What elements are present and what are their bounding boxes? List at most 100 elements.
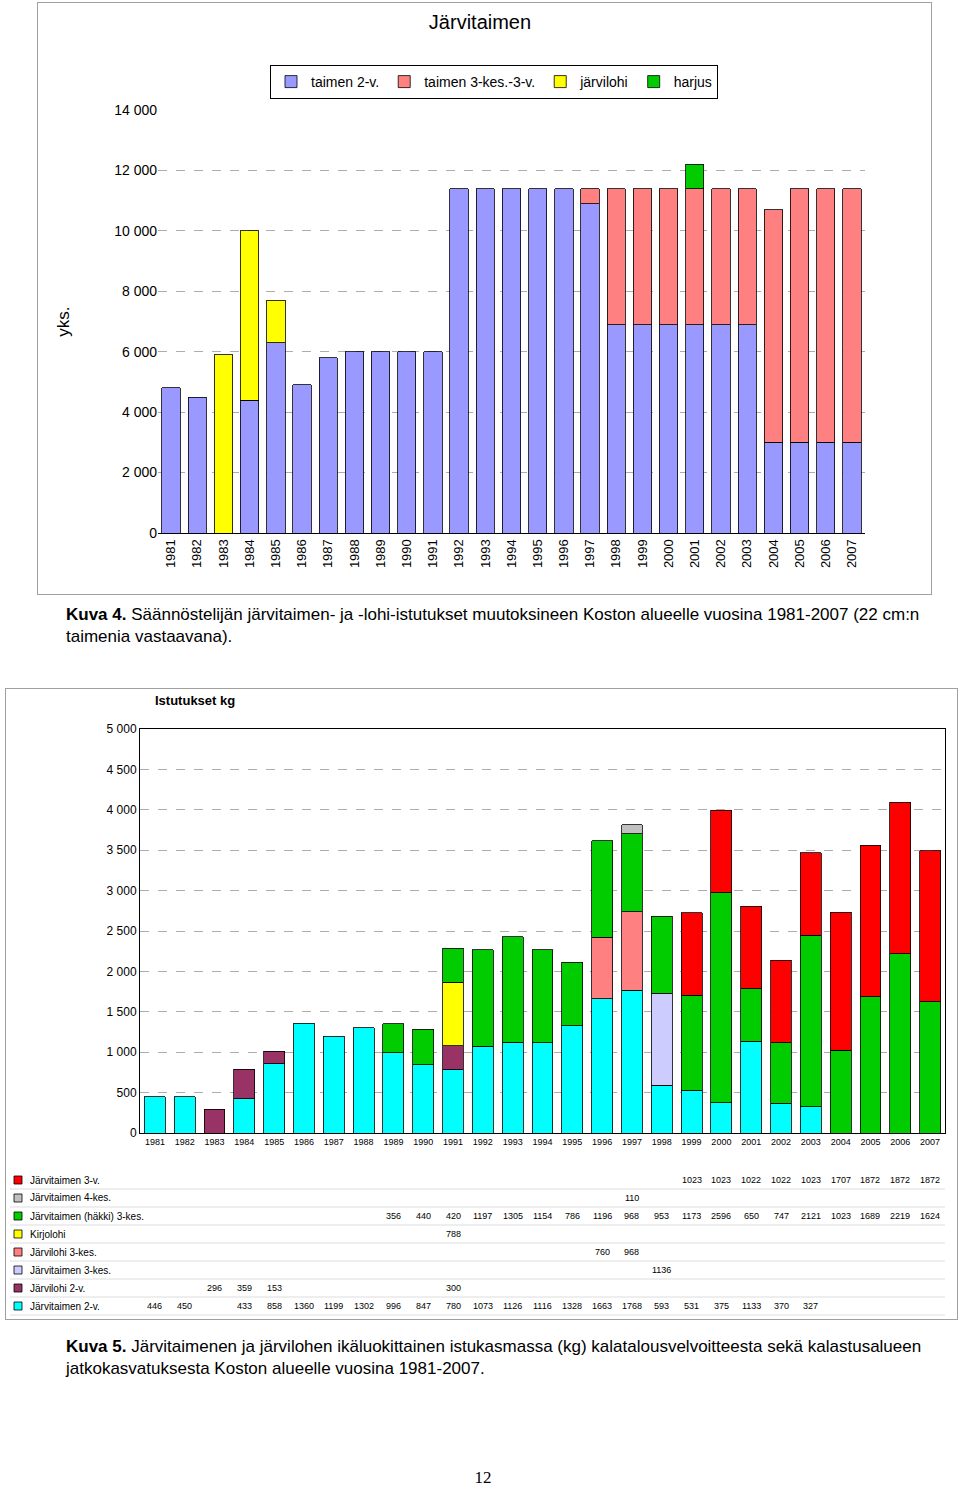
svg-text:1987: 1987 <box>324 1137 344 1147</box>
svg-text:1999: 1999 <box>682 1137 702 1147</box>
svg-text:953: 953 <box>654 1211 669 1221</box>
svg-text:1996: 1996 <box>556 539 571 568</box>
svg-text:1360: 1360 <box>294 1301 314 1311</box>
svg-text:4 000: 4 000 <box>107 803 137 817</box>
svg-text:3 000: 3 000 <box>107 884 137 898</box>
svg-text:1197: 1197 <box>473 1211 492 1221</box>
svg-text:Järvitaimen (häkki) 3-kes.: Järvitaimen (häkki) 3-kes. <box>30 1211 144 1222</box>
svg-text:2000: 2000 <box>711 1137 731 1147</box>
svg-text:1199: 1199 <box>324 1301 343 1311</box>
svg-text:375: 375 <box>714 1301 729 1311</box>
svg-text:1995: 1995 <box>530 539 545 568</box>
svg-text:356: 356 <box>386 1211 401 1221</box>
svg-text:1991: 1991 <box>425 539 440 568</box>
svg-text:1999: 1999 <box>635 539 650 568</box>
svg-text:1133: 1133 <box>742 1301 761 1311</box>
svg-text:2002: 2002 <box>771 1137 791 1147</box>
svg-text:1990: 1990 <box>413 1137 433 1147</box>
svg-text:760: 760 <box>595 1247 610 1257</box>
svg-text:2 000: 2 000 <box>107 965 137 979</box>
svg-text:968: 968 <box>624 1211 639 1221</box>
svg-text:1997: 1997 <box>582 539 597 568</box>
svg-text:1126: 1126 <box>503 1301 522 1311</box>
svg-text:1998: 1998 <box>652 1137 672 1147</box>
svg-text:1872: 1872 <box>920 1175 940 1185</box>
svg-text:1992: 1992 <box>451 539 466 568</box>
svg-text:1 500: 1 500 <box>107 1005 137 1019</box>
svg-text:300: 300 <box>446 1283 461 1293</box>
svg-text:0: 0 <box>149 525 157 541</box>
svg-text:Järvilohi 3-kes.: Järvilohi 3-kes. <box>30 1247 97 1258</box>
svg-text:1305: 1305 <box>503 1211 523 1221</box>
svg-text:2005: 2005 <box>860 1137 880 1147</box>
svg-text:1624: 1624 <box>920 1211 940 1221</box>
svg-text:1997: 1997 <box>622 1137 642 1147</box>
svg-text:2001: 2001 <box>741 1137 761 1147</box>
svg-text:500: 500 <box>117 1086 137 1100</box>
svg-text:1992: 1992 <box>473 1137 493 1147</box>
svg-text:2006: 2006 <box>890 1137 910 1147</box>
svg-text:10 000: 10 000 <box>114 223 157 239</box>
svg-text:3 500: 3 500 <box>107 843 137 857</box>
svg-text:593: 593 <box>654 1301 669 1311</box>
svg-text:1983: 1983 <box>205 1137 225 1147</box>
svg-text:4 500: 4 500 <box>107 763 137 777</box>
svg-text:1302: 1302 <box>354 1301 374 1311</box>
svg-text:harjus: harjus <box>674 74 712 90</box>
svg-text:2003: 2003 <box>801 1137 821 1147</box>
svg-text:8 000: 8 000 <box>122 283 157 299</box>
svg-text:2006: 2006 <box>818 539 833 568</box>
svg-text:153: 153 <box>267 1283 282 1293</box>
svg-text:1872: 1872 <box>890 1175 910 1185</box>
svg-text:1991: 1991 <box>443 1137 463 1147</box>
svg-text:4 000: 4 000 <box>122 404 157 420</box>
svg-text:780: 780 <box>446 1301 461 1311</box>
svg-text:1996: 1996 <box>592 1137 612 1147</box>
svg-text:327: 327 <box>803 1301 818 1311</box>
svg-text:2005: 2005 <box>792 539 807 568</box>
svg-text:996: 996 <box>386 1301 401 1311</box>
svg-text:2596: 2596 <box>711 1211 731 1221</box>
svg-text:1982: 1982 <box>175 1137 195 1147</box>
svg-text:14 000: 14 000 <box>114 102 157 118</box>
svg-text:446: 446 <box>147 1301 162 1311</box>
svg-text:1993: 1993 <box>478 539 493 568</box>
svg-text:1981: 1981 <box>145 1137 165 1147</box>
svg-text:yks.: yks. <box>54 306 73 336</box>
svg-text:440: 440 <box>416 1211 431 1221</box>
svg-text:Järvitaimen: Järvitaimen <box>429 11 531 33</box>
svg-text:2001: 2001 <box>687 539 702 568</box>
svg-text:1981: 1981 <box>163 539 178 568</box>
svg-text:2121: 2121 <box>801 1211 821 1221</box>
svg-text:786: 786 <box>565 1211 580 1221</box>
svg-text:1990: 1990 <box>399 539 414 568</box>
svg-text:1173: 1173 <box>682 1211 701 1221</box>
svg-text:1982: 1982 <box>190 539 205 568</box>
svg-text:2 500: 2 500 <box>107 924 137 938</box>
svg-text:järvilohi: järvilohi <box>579 74 627 90</box>
svg-text:2007: 2007 <box>844 539 859 568</box>
svg-text:1022: 1022 <box>771 1175 791 1185</box>
svg-text:1073: 1073 <box>473 1301 493 1311</box>
svg-text:Järvilohi 2-v.: Järvilohi 2-v. <box>30 1283 85 1294</box>
svg-text:2004: 2004 <box>831 1137 851 1147</box>
svg-text:296: 296 <box>207 1283 222 1293</box>
svg-text:2000: 2000 <box>661 539 676 568</box>
svg-text:Järvitaimen 4-kes.: Järvitaimen 4-kes. <box>30 1192 111 1203</box>
svg-text:1988: 1988 <box>354 1137 374 1147</box>
svg-text:Kirjolohi: Kirjolohi <box>30 1229 66 1240</box>
svg-text:1136: 1136 <box>652 1265 671 1275</box>
svg-text:2002: 2002 <box>713 539 728 568</box>
svg-text:2003: 2003 <box>739 539 754 568</box>
svg-text:5 000: 5 000 <box>107 722 137 736</box>
svg-text:1986: 1986 <box>294 1137 314 1147</box>
svg-text:Järvitaimen 2-v.: Järvitaimen 2-v. <box>30 1301 100 1312</box>
svg-text:1998: 1998 <box>608 539 623 568</box>
svg-text:1707: 1707 <box>831 1175 851 1185</box>
svg-text:taimen 3-kes.-3-v.: taimen 3-kes.-3-v. <box>424 74 535 90</box>
svg-text:1023: 1023 <box>801 1175 821 1185</box>
svg-text:1328: 1328 <box>562 1301 582 1311</box>
svg-text:420: 420 <box>446 1211 461 1221</box>
svg-text:1987: 1987 <box>320 539 335 568</box>
svg-text:1989: 1989 <box>373 539 388 568</box>
